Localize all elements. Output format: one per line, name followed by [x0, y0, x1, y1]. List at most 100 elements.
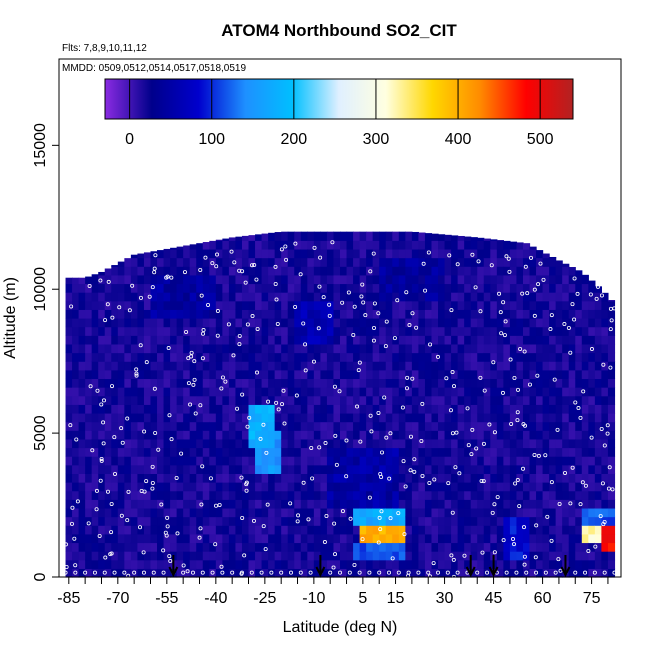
heatmap-cell	[503, 473, 511, 483]
heatmap-cell	[157, 551, 165, 561]
heatmap-cell	[366, 456, 374, 466]
heatmap-cell	[372, 421, 380, 431]
heatmap-cell	[215, 490, 223, 500]
heatmap-cell	[313, 447, 321, 457]
heatmap-cell	[300, 412, 308, 423]
heatmap-cell	[477, 464, 485, 474]
heatmap-cell	[294, 430, 302, 440]
heatmap-cell	[418, 421, 426, 431]
sample-point	[371, 326, 376, 331]
heatmap-cell	[366, 240, 374, 250]
heatmap-cell	[477, 335, 485, 345]
heatmap-cell	[529, 257, 537, 267]
heatmap-cell	[274, 482, 282, 492]
heatmap-cell	[163, 533, 171, 544]
heatmap-cell	[418, 292, 426, 302]
heatmap-cell	[575, 318, 583, 328]
heatmap-cell	[326, 352, 335, 362]
sample-point	[607, 465, 612, 470]
heatmap-cell	[392, 507, 400, 518]
heatmap-cell	[189, 456, 197, 466]
heatmap-cell	[222, 335, 230, 345]
sample-point	[166, 346, 171, 351]
heatmap-cell	[438, 343, 446, 354]
heatmap-cell	[307, 343, 315, 354]
heatmap-cell	[601, 378, 609, 388]
heatmap-cell	[464, 473, 472, 483]
heatmap-cell	[248, 447, 256, 457]
heatmap-cell	[320, 309, 328, 319]
heatmap-cell	[353, 404, 361, 414]
heatmap-cell	[215, 412, 223, 423]
heatmap-cell	[372, 387, 380, 397]
heatmap-cell	[124, 473, 132, 483]
heatmap-cell	[294, 507, 302, 518]
heatmap-cell	[157, 525, 165, 535]
heatmap-cell	[562, 499, 570, 509]
heatmap-cell	[111, 507, 119, 518]
heatmap-cell	[170, 490, 178, 500]
heatmap-cell	[261, 490, 269, 500]
heatmap-cell	[287, 507, 295, 518]
heatmap-cell	[143, 482, 152, 492]
heatmap-cell	[379, 499, 387, 509]
heatmap-cell	[268, 533, 276, 544]
heatmap-cell	[261, 412, 269, 423]
heatmap-cell	[359, 499, 367, 509]
heatmap-cell	[248, 352, 256, 362]
sample-point	[502, 333, 507, 338]
heatmap-cell	[529, 559, 537, 569]
heatmap-cell	[366, 430, 374, 440]
heatmap-cell	[333, 369, 341, 380]
heatmap-cell	[143, 542, 152, 552]
heatmap-cell	[359, 274, 367, 285]
heatmap-cell	[509, 507, 518, 518]
heatmap-cell	[542, 326, 550, 336]
heatmap-cell	[313, 283, 321, 293]
sample-point	[602, 443, 607, 448]
heatmap-cell	[189, 361, 197, 371]
heatmap-cell	[287, 352, 295, 362]
heatmap-cell	[163, 482, 171, 492]
sample-point	[520, 466, 525, 471]
heatmap-cell	[196, 309, 204, 319]
heatmap-cell	[313, 292, 321, 302]
heatmap-cell	[542, 395, 550, 405]
heatmap-cell	[503, 464, 511, 474]
heatmap-cell	[176, 361, 184, 371]
heatmap-cell	[85, 430, 93, 440]
sample-point	[99, 458, 104, 463]
heatmap-cell	[562, 361, 570, 371]
heatmap-cell	[333, 482, 341, 492]
sample-point	[161, 548, 166, 553]
heatmap-cell	[222, 292, 230, 302]
heatmap-cell	[398, 309, 406, 319]
heatmap-cell	[372, 361, 380, 371]
sample-point	[469, 452, 474, 457]
sample-point	[288, 501, 293, 506]
heatmap-cell	[307, 568, 315, 578]
heatmap-cell	[150, 335, 158, 345]
chart-title: ATOM4 Northbound SO2_CIT	[221, 21, 457, 40]
heatmap-cell	[143, 404, 152, 414]
heatmap-cell	[320, 430, 328, 440]
heatmap-cell	[268, 568, 276, 578]
heatmap-cell	[150, 542, 158, 552]
heatmap-cell	[268, 490, 276, 500]
sample-point	[74, 437, 79, 442]
heatmap-cell	[444, 464, 452, 474]
heatmap-cell	[294, 248, 302, 259]
heatmap-cell	[353, 482, 361, 492]
heatmap-cell	[170, 309, 178, 319]
heatmap-cell	[470, 482, 478, 492]
heatmap-cell	[300, 240, 308, 250]
sample-point	[485, 570, 490, 575]
heatmap-cell	[483, 343, 491, 354]
heatmap-cell	[215, 309, 223, 319]
heatmap-cell	[392, 516, 400, 526]
heatmap-cell	[562, 326, 570, 336]
heatmap-cell	[385, 507, 393, 518]
heatmap-cell	[405, 499, 413, 509]
heatmap-cell	[137, 559, 145, 569]
heatmap-cell	[235, 248, 243, 259]
